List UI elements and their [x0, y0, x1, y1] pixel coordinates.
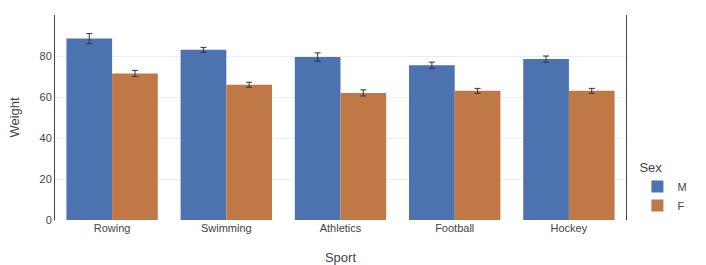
- svg-text:Weight: Weight: [7, 97, 22, 138]
- svg-text:Hockey: Hockey: [551, 222, 588, 234]
- svg-text:Sport: Sport: [325, 250, 356, 265]
- svg-text:Athletics: Athletics: [320, 222, 362, 234]
- svg-text:80: 80: [40, 50, 52, 62]
- svg-text:M: M: [677, 181, 686, 193]
- svg-text:Rowing: Rowing: [94, 222, 131, 234]
- svg-text:Swimming: Swimming: [201, 222, 252, 234]
- svg-text:0: 0: [46, 214, 52, 226]
- svg-text:Sex: Sex: [639, 160, 662, 175]
- svg-text:Football: Football: [435, 222, 474, 234]
- svg-text:60: 60: [40, 91, 52, 103]
- svg-text:F: F: [677, 200, 684, 212]
- svg-text:20: 20: [40, 173, 52, 185]
- svg-text:40: 40: [40, 132, 52, 144]
